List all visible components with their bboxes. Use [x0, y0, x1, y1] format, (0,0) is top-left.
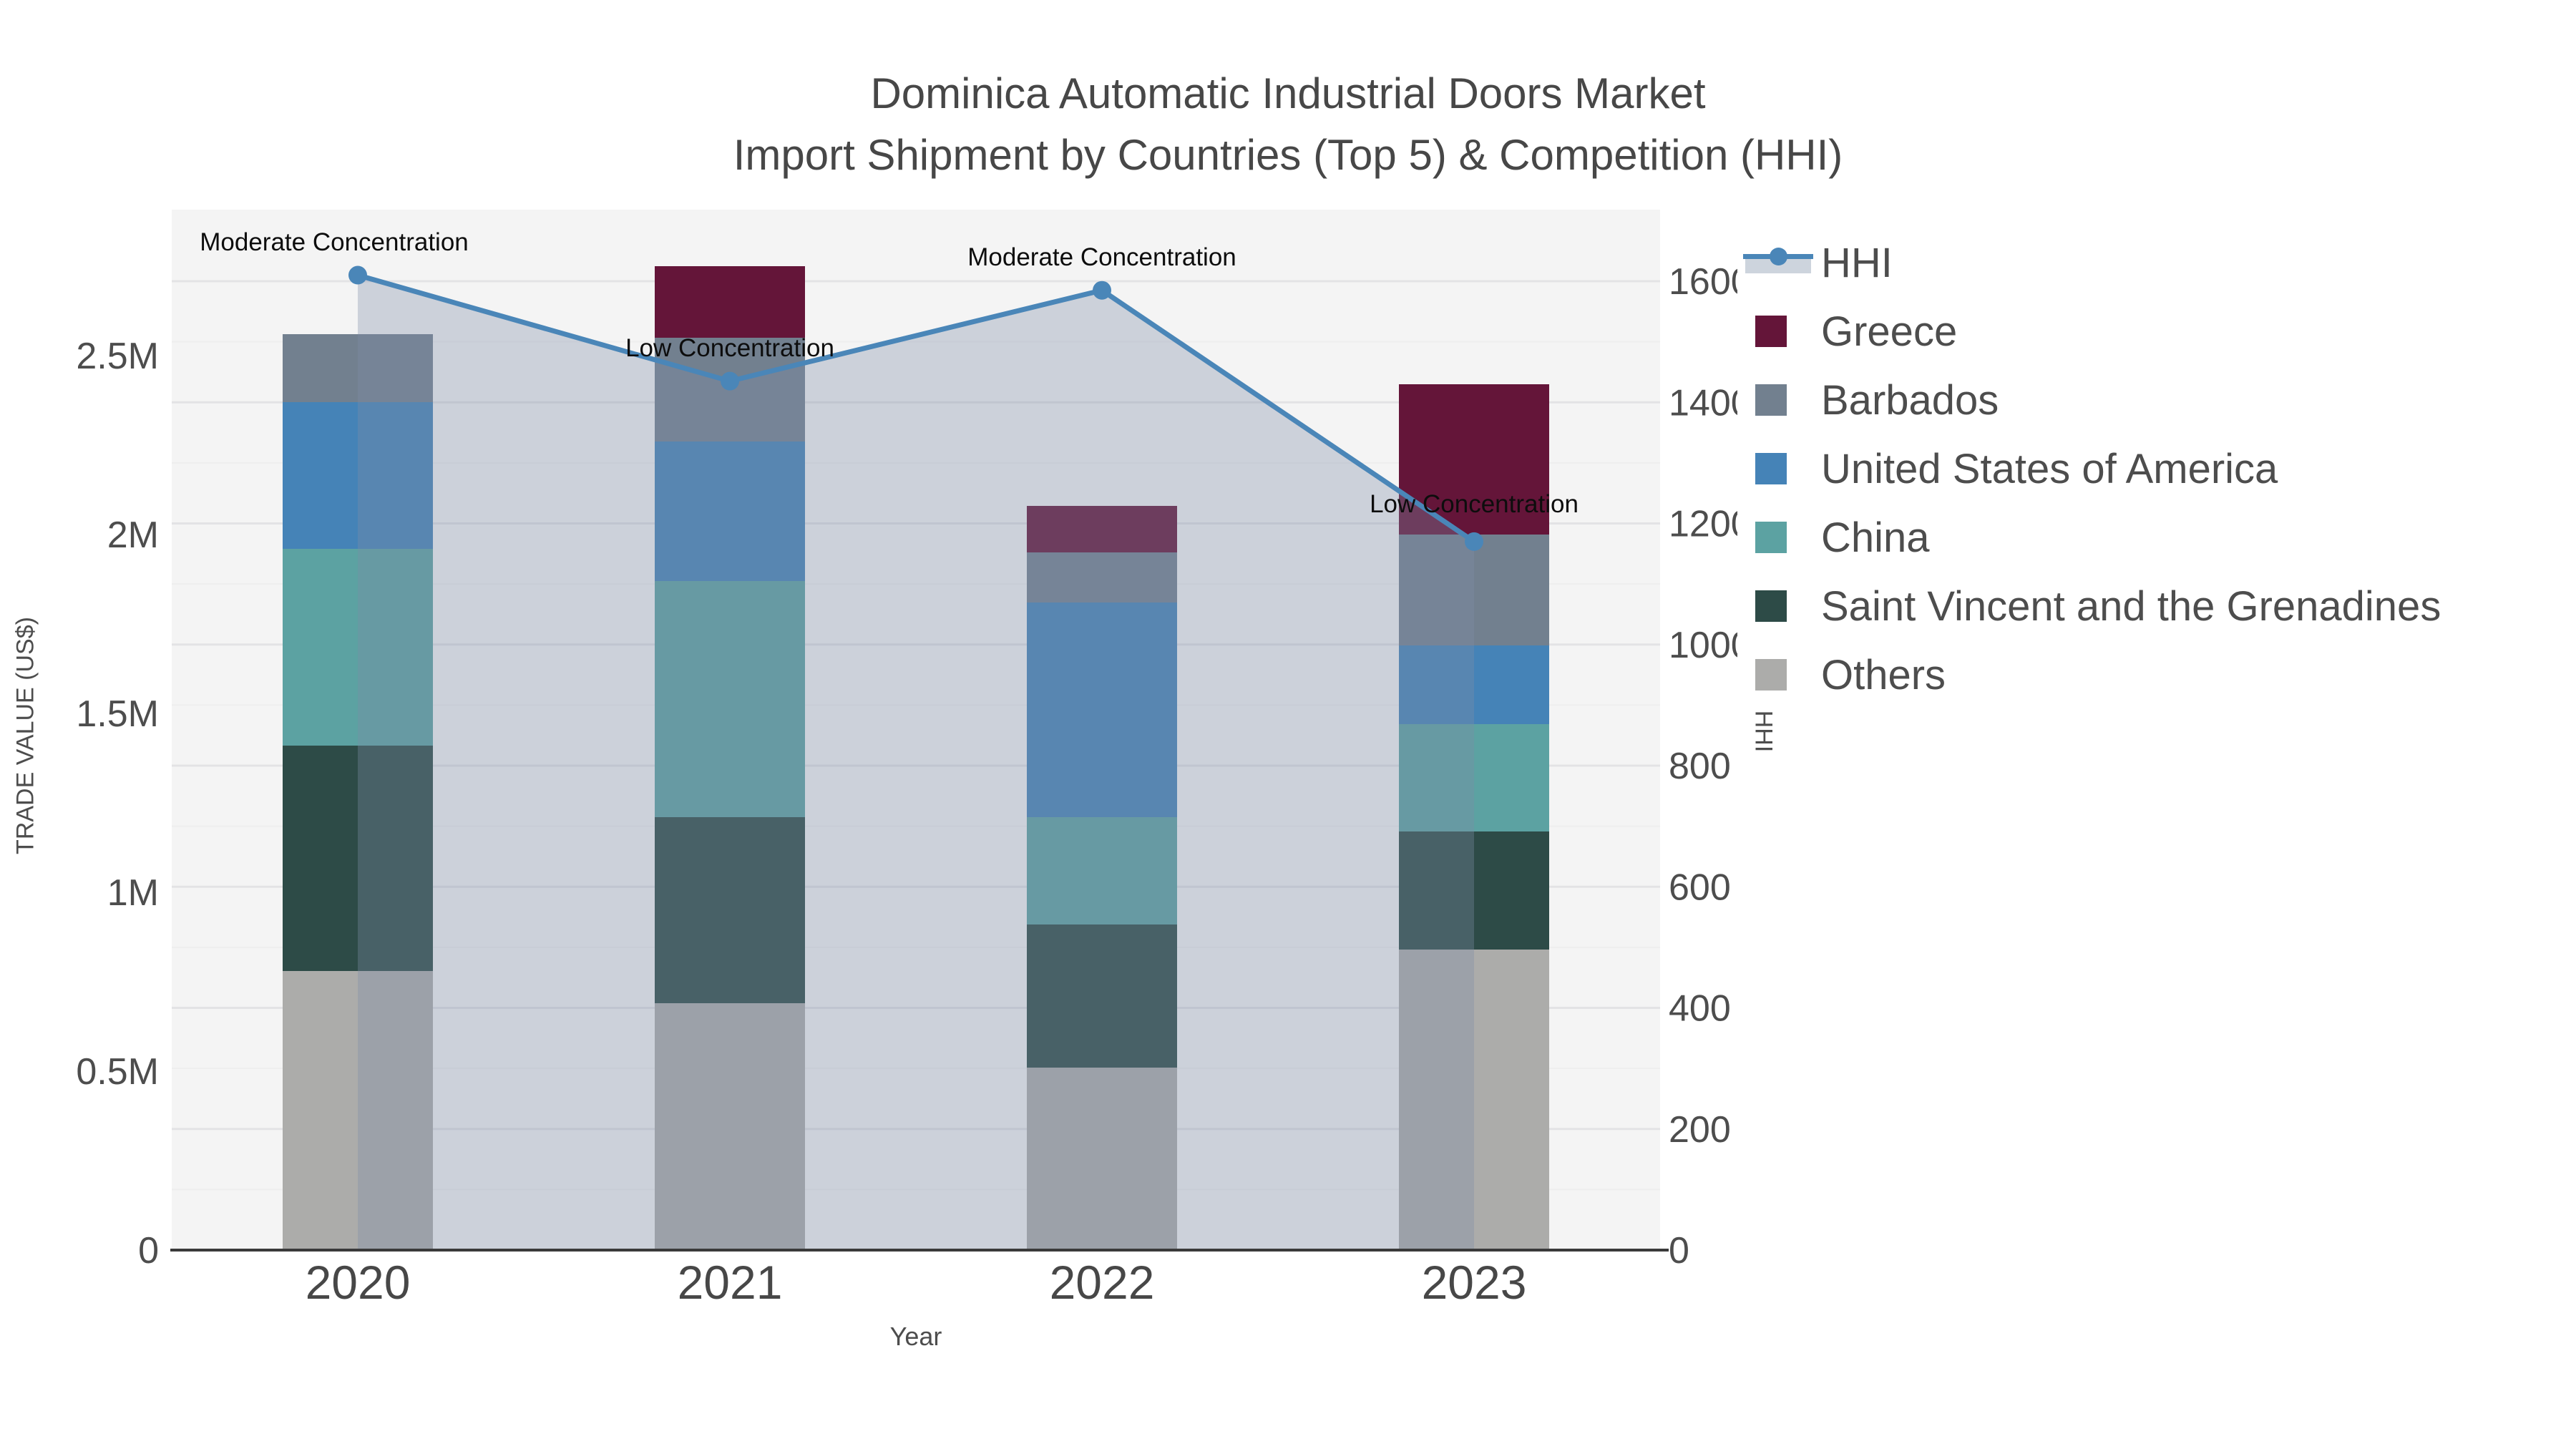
legend: HHI Greece Barbados United States of Ame… [1737, 223, 2572, 707]
usa-swatch-icon [1755, 453, 1787, 484]
bar-segment-2021[interactable] [655, 1003, 805, 1250]
hhi-point-2021[interactable] [721, 371, 739, 391]
bar-segment-2022[interactable] [1027, 1068, 1177, 1250]
y-axis-tick-label: 1M [107, 872, 159, 914]
china-swatch-icon [1755, 522, 1787, 553]
legend-label: Barbados [1821, 376, 1999, 424]
legend-item-china[interactable]: China [1737, 503, 2572, 572]
legend-item-others[interactable]: Others [1737, 640, 2572, 709]
others-swatch-icon [1755, 659, 1787, 691]
bar-segment-2022[interactable] [1027, 552, 1177, 602]
y2-axis-tick-label: 800 [1669, 746, 1731, 787]
x-axis-tick-label: 2021 [678, 1256, 783, 1309]
hhi-point-2023[interactable] [1465, 532, 1483, 551]
annotation-2021: Low Concentration [625, 333, 834, 362]
y-axis-tick-label: 0 [138, 1230, 159, 1272]
y2-axis-tick-label: 200 [1669, 1109, 1731, 1151]
bar-segment-2022[interactable] [1027, 506, 1177, 552]
legend-item-hhi[interactable]: HHI [1737, 228, 2572, 297]
greece-swatch-icon [1755, 316, 1787, 347]
y2-axis-tick-label: 0 [1669, 1230, 1689, 1272]
y-axis-tick-label: 2.5M [76, 336, 159, 377]
hhi-point-2020[interactable] [348, 265, 367, 285]
legend-label: HHI [1821, 239, 1893, 286]
bar-segment-2021[interactable] [655, 817, 805, 1003]
y2-axis-title: HHI [1750, 710, 1777, 753]
x-axis-tick-label: 2022 [1050, 1256, 1155, 1309]
bars [283, 266, 1549, 1250]
chart-subtitle: Import Shipment by Countries (Top 5) & C… [733, 131, 1843, 179]
y-axis-tick-label: 1.5M [76, 693, 159, 735]
bar-segment-2023[interactable] [1399, 950, 1549, 1250]
bar-segment-2020[interactable] [283, 334, 433, 402]
legend-label: Greece [1821, 308, 1958, 355]
legend-item-saint-vincent[interactable]: Saint Vincent and the Grenadines [1737, 572, 2572, 640]
y-axis-tick-label: 0.5M [76, 1051, 159, 1093]
hhi-line [357, 273, 1475, 544]
annotation-2020: Moderate Concentration [200, 228, 469, 256]
bar-segment-2023[interactable] [1399, 724, 1549, 831]
bar-segment-2023[interactable] [1399, 831, 1549, 950]
legend-label: United States of America [1821, 445, 2278, 492]
hhi-point-2022[interactable] [1093, 280, 1111, 300]
x-axis-title: Year [889, 1322, 942, 1351]
x-axis-tick-label: 2020 [306, 1256, 411, 1309]
legend-item-usa[interactable]: United States of America [1737, 434, 2572, 503]
bar-segment-2023[interactable] [1399, 645, 1549, 724]
bar-segment-2021[interactable] [655, 266, 805, 338]
y-axis-title: TRADE VALUE (US$) [11, 617, 39, 854]
x-axis-tick-label: 2023 [1422, 1256, 1527, 1309]
legend-item-greece[interactable]: Greece [1737, 297, 2572, 366]
barbados-swatch-icon [1755, 384, 1787, 416]
bar-segment-2021[interactable] [655, 441, 805, 581]
bar-segment-2020[interactable] [283, 402, 433, 549]
y2-axis-tick-label: 600 [1669, 867, 1731, 908]
bar-segment-2022[interactable] [1027, 924, 1177, 1068]
bar-segment-2020[interactable] [283, 746, 433, 971]
annotation-2023: Low Concentration [1370, 489, 1579, 518]
bar-segment-2023[interactable] [1399, 535, 1549, 645]
legend-label: Others [1821, 651, 1946, 698]
bar-segment-2021[interactable] [655, 581, 805, 817]
bar-segment-2022[interactable] [1027, 817, 1177, 924]
bar-segment-2020[interactable] [283, 549, 433, 746]
hhi-area-fill [358, 275, 1474, 1251]
legend-label: Saint Vincent and the Grenadines [1821, 582, 2441, 630]
hhi-line-icon [1743, 248, 1813, 275]
saint-vincent-swatch-icon [1755, 590, 1787, 622]
bar-segment-2020[interactable] [283, 971, 433, 1250]
legend-label: China [1821, 514, 1930, 561]
bar-segment-2022[interactable] [1027, 602, 1177, 817]
y-axis-tick-label: 2M [107, 514, 159, 556]
y2-axis-tick-label: 400 [1669, 988, 1731, 1030]
legend-item-barbados[interactable]: Barbados [1737, 366, 2572, 434]
chart-title: Dominica Automatic Industrial Doors Mark… [870, 69, 1706, 117]
annotation-2022: Moderate Concentration [967, 243, 1236, 271]
